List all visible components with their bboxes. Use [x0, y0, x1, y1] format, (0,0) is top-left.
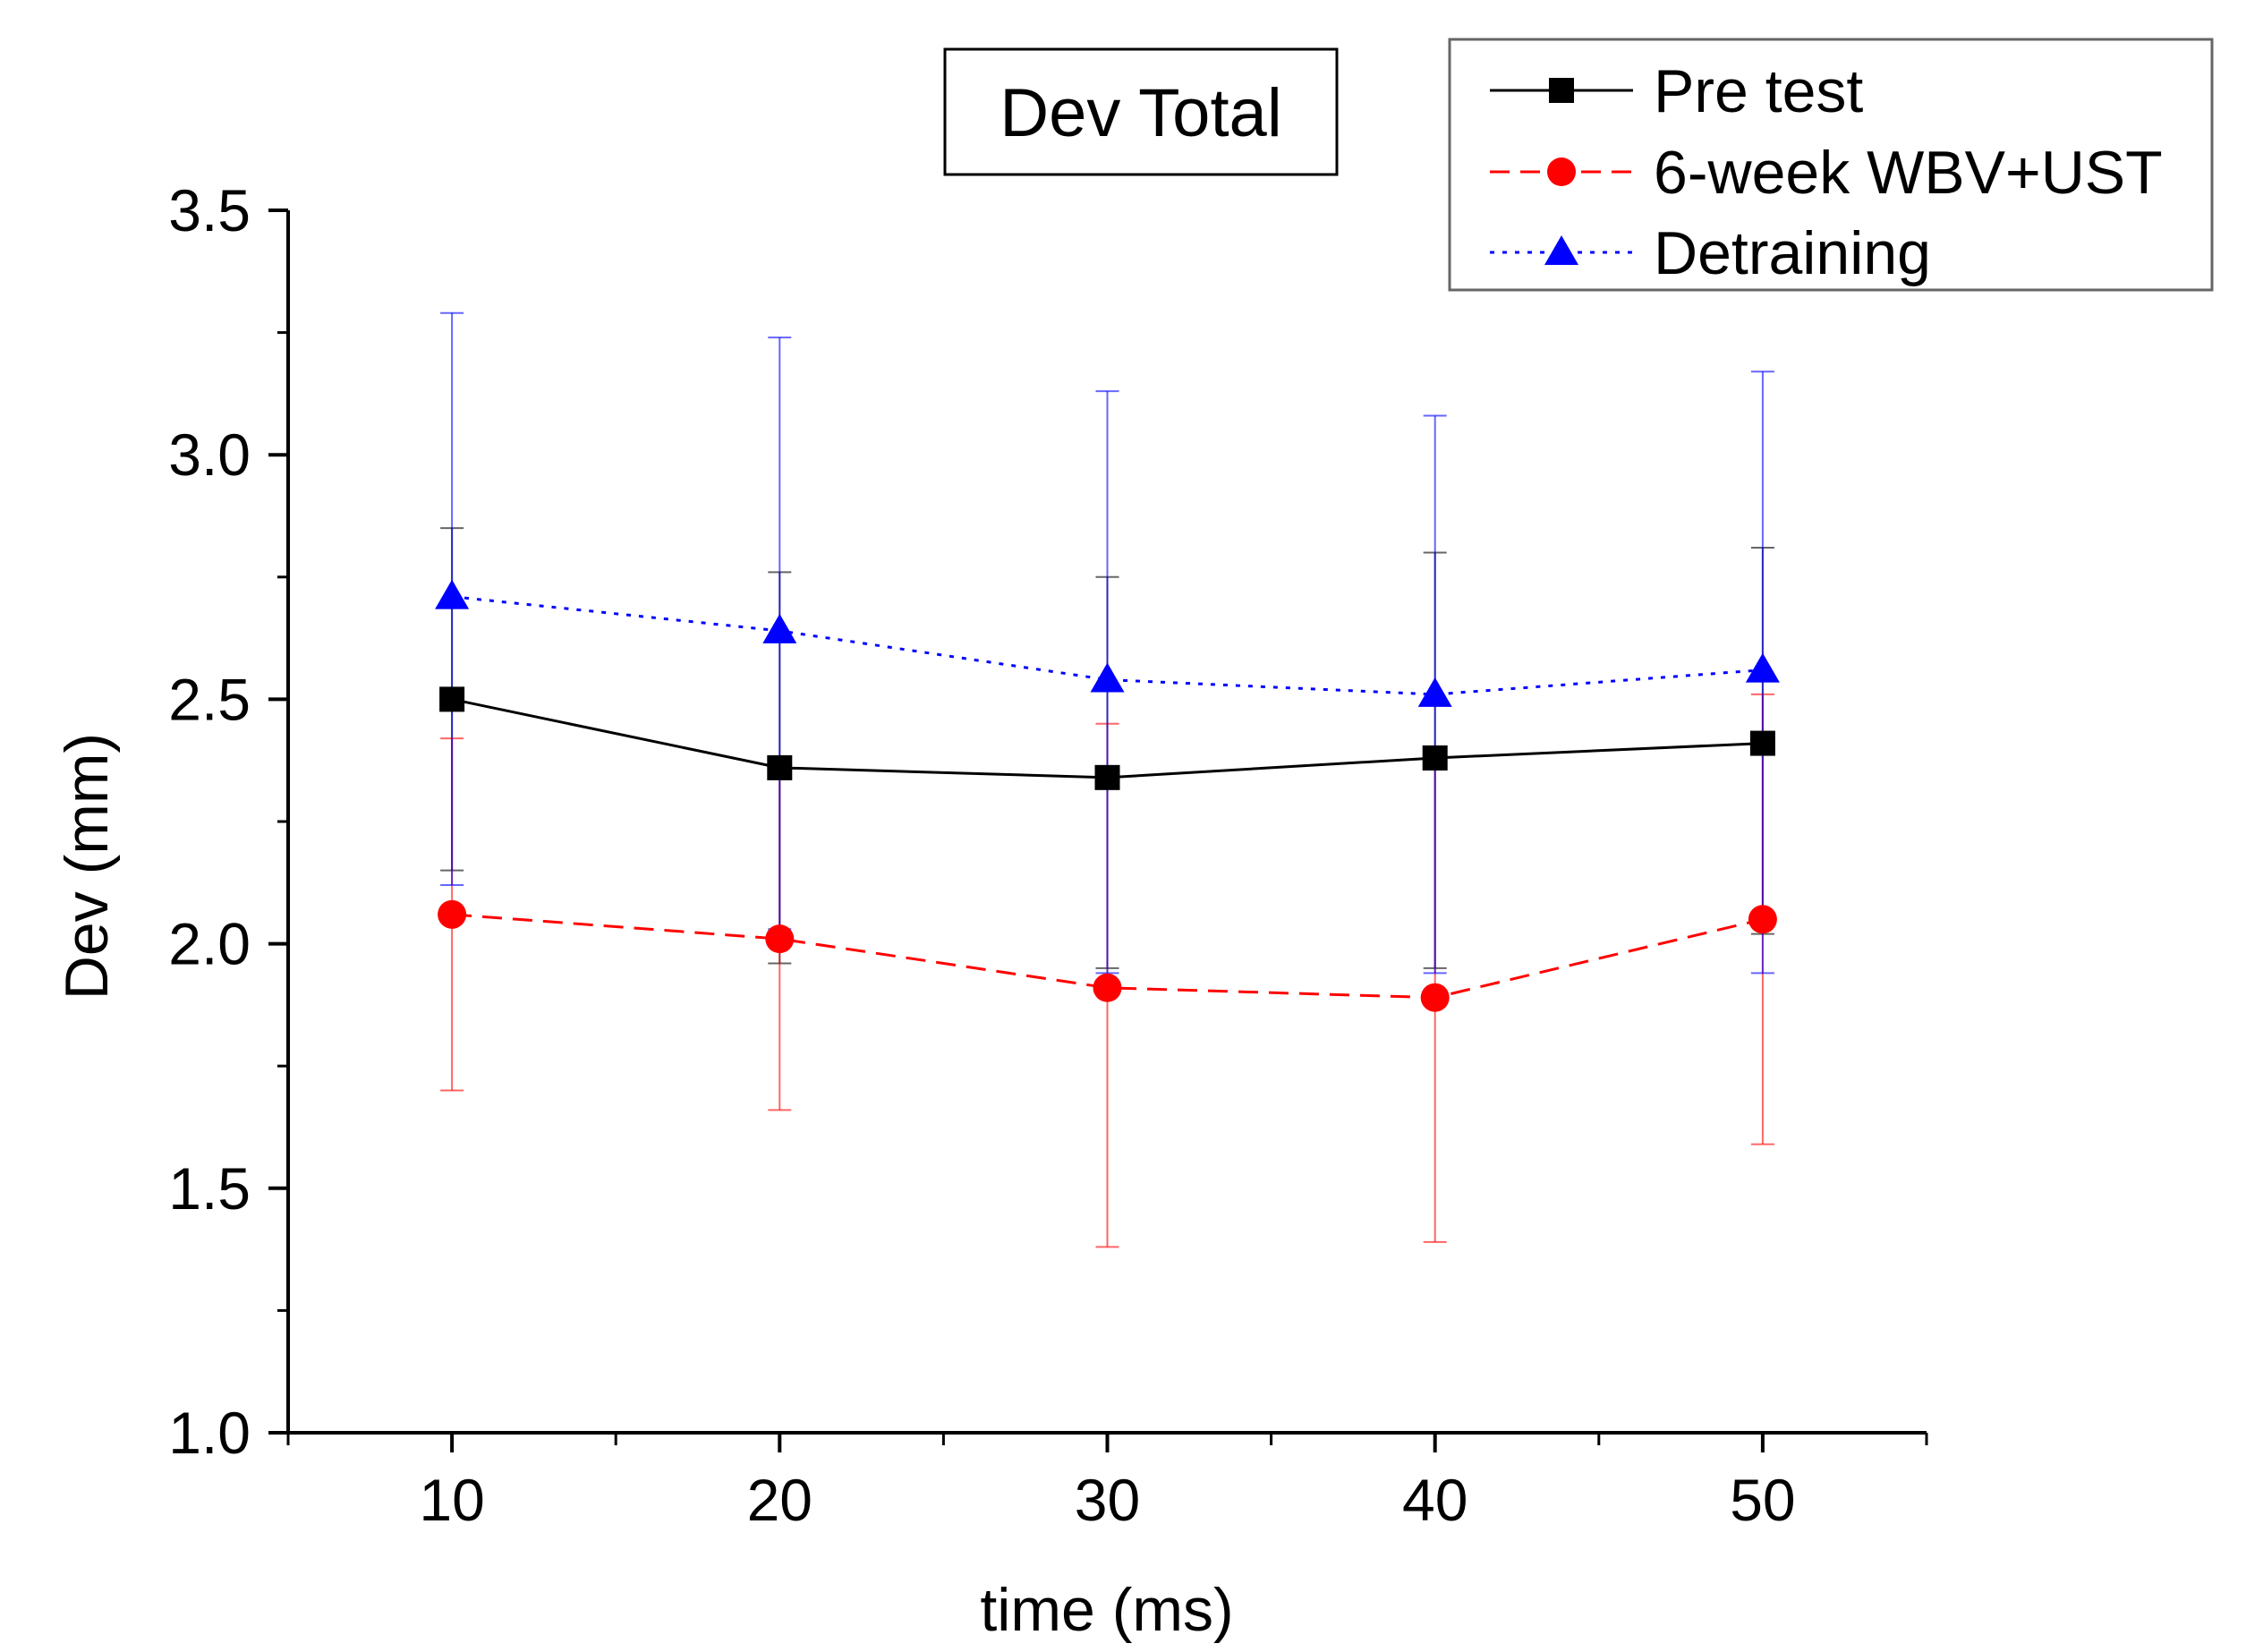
legend-marker-6-week-wbv-ust [1547, 158, 1576, 186]
marker-6-week-wbv-ust [765, 924, 795, 954]
marker-pre-test [1094, 764, 1120, 790]
legend: Pre test 6-week WBV+UST Detraining [1448, 38, 2214, 292]
marker-detraining [762, 613, 797, 643]
y-ticks: 1.0 1.5 2.0 2.5 3.0 3.5 [168, 177, 288, 1466]
marker-detraining [1417, 677, 1452, 707]
series-line-6-week-wbv-ust [451, 913, 1764, 1000]
x-tick-label: 10 [419, 1467, 484, 1533]
x-tick-label: 40 [1402, 1467, 1468, 1533]
series-markers [435, 579, 1780, 1012]
y-tick-label: 1.5 [168, 1155, 251, 1222]
y-tick-label: 1.0 [168, 1400, 251, 1466]
legend-frame [1448, 38, 2214, 292]
x-axis-title: time (ms) [980, 1576, 1233, 1644]
x-ticks: 10 20 30 40 50 [286, 1433, 1928, 1533]
marker-detraining [1090, 662, 1125, 693]
x-tick-label: 20 [747, 1467, 812, 1533]
legend-marker-detraining [1544, 235, 1578, 265]
legend-marker-pre-test [1549, 78, 1574, 103]
marker-6-week-wbv-ust [438, 899, 467, 929]
marker-pre-test [1422, 745, 1448, 771]
legend-label-6-week-wbv-ust: 6-week WBV+UST [1654, 139, 2163, 207]
marker-pre-test [439, 686, 465, 712]
marker-detraining [1745, 652, 1780, 683]
marker-6-week-wbv-ust [1093, 973, 1122, 1002]
legend-label-pre-test: Pre test [1654, 57, 1863, 125]
y-tick-label: 3.5 [168, 177, 251, 243]
marker-pre-test [767, 754, 793, 780]
marker-pre-test [1749, 730, 1775, 756]
x-tick-label: 30 [1075, 1467, 1140, 1533]
chart-title: Dev Total [1000, 75, 1281, 151]
y-axis-title: Dev (mm) [53, 733, 121, 1000]
chart-title-box: Dev Total [943, 47, 1339, 176]
marker-6-week-wbv-ust [1420, 983, 1450, 1012]
chart-title-frame [943, 47, 1339, 176]
y-tick-label: 2.5 [168, 666, 251, 732]
marker-6-week-wbv-ust [1748, 905, 1777, 934]
legend-label-detraining: Detraining [1654, 219, 1931, 287]
marker-detraining [435, 579, 470, 609]
y-tick-label: 2.0 [168, 911, 251, 977]
x-tick-label: 50 [1730, 1467, 1795, 1533]
y-tick-label: 3.0 [168, 422, 251, 488]
